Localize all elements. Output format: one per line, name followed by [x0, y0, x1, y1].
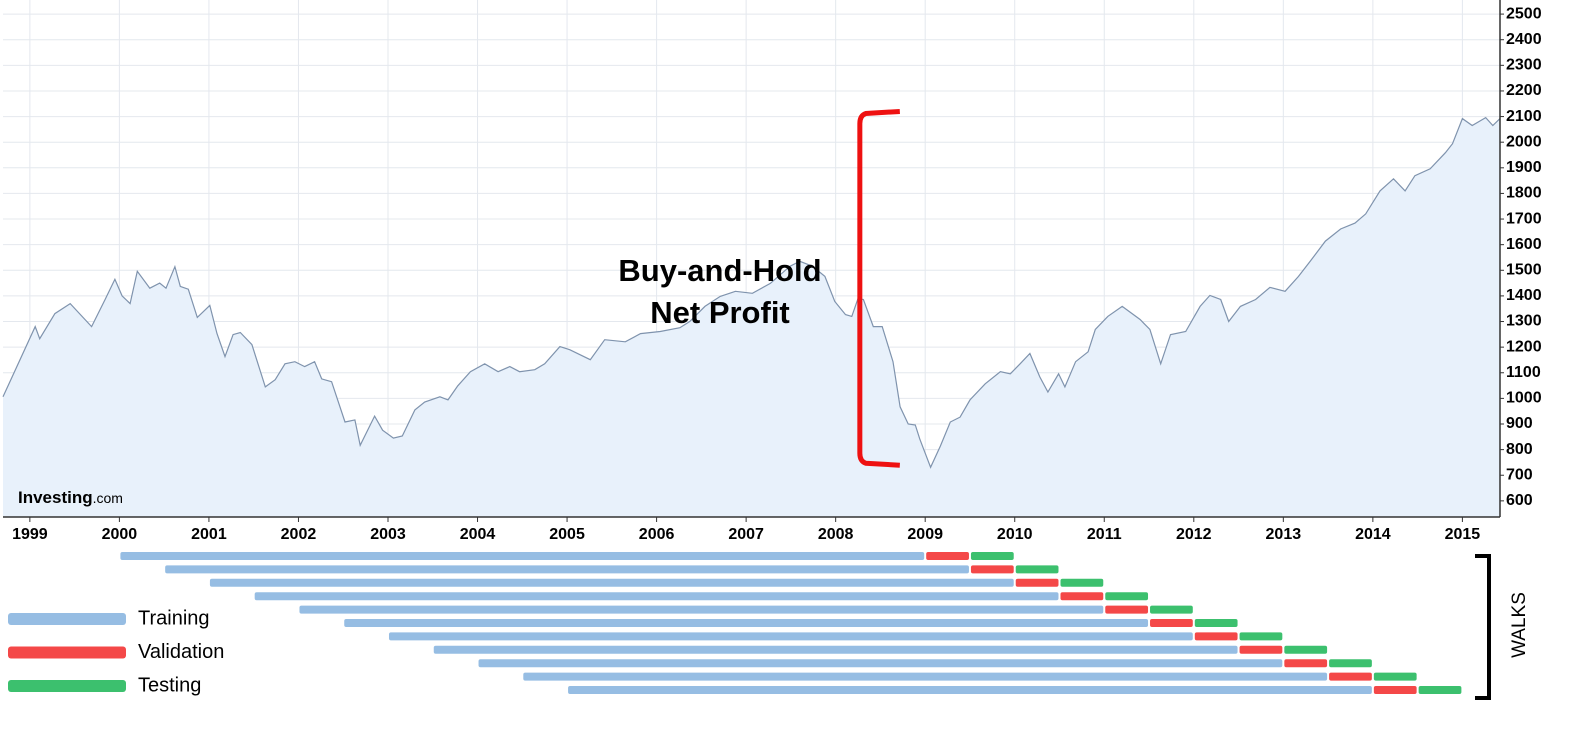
walk-segment	[970, 565, 1014, 574]
walk-segment	[1194, 619, 1238, 627]
x-tick-label: 2000	[102, 526, 138, 543]
y-tick-label: 1100	[1506, 364, 1541, 381]
walk-segment	[1284, 645, 1328, 654]
x-tick-label: 2011	[1087, 526, 1122, 543]
x-tick-label: 1999	[12, 526, 48, 543]
walk-segment	[388, 632, 1193, 641]
x-tick-label: 2005	[549, 526, 585, 543]
x-tick-label: 2013	[1266, 526, 1302, 543]
y-tick-label: 1800	[1506, 185, 1542, 202]
walk-segment	[1015, 578, 1059, 587]
walk-segment	[165, 565, 969, 574]
y-tick-label: 2100	[1506, 108, 1542, 125]
x-tick-label: 2012	[1176, 526, 1212, 543]
walk-segment	[1239, 632, 1283, 641]
y-tick-label: 1600	[1506, 236, 1542, 253]
x-tick-label: 2004	[460, 526, 496, 543]
walk-segment	[1060, 578, 1104, 587]
y-tick-label: 1900	[1506, 159, 1542, 176]
walk-segment	[1060, 592, 1104, 601]
walk-segment	[523, 672, 1328, 681]
walk-segment	[1329, 659, 1372, 668]
legend-swatch	[8, 613, 126, 625]
legend-label: Validation	[138, 641, 224, 663]
y-tick-label: 1500	[1506, 262, 1542, 279]
walk-segment	[254, 592, 1059, 601]
legend-label: Testing	[138, 674, 201, 696]
y-tick-label: 2200	[1506, 82, 1542, 99]
walk-segment	[120, 552, 925, 560]
walk-segment	[1105, 605, 1149, 614]
walk-segment	[1418, 686, 1462, 694]
x-tick-label: 2001	[191, 526, 227, 543]
walks-bracket	[1475, 554, 1491, 700]
walk-segment	[1239, 645, 1283, 654]
y-tick-label: 2400	[1506, 31, 1542, 48]
y-tick-label: 2000	[1506, 133, 1542, 150]
x-tick-label: 2008	[818, 526, 854, 543]
walk-segment	[299, 605, 1104, 614]
walk-segment	[1194, 632, 1238, 641]
walks-label: WALKS	[1509, 592, 1530, 658]
walk-segment	[1015, 565, 1059, 574]
walk-segment	[1329, 672, 1372, 681]
y-tick-label: 800	[1506, 441, 1533, 458]
walk-segment	[1373, 672, 1417, 681]
bracket	[857, 108, 900, 468]
y-tick-label: 700	[1506, 466, 1533, 483]
watermark-suffix: .com	[93, 490, 123, 506]
x-tick-label: 2007	[728, 526, 764, 543]
x-tick-label: 2015	[1445, 526, 1481, 543]
watermark: Investing.com	[18, 488, 123, 507]
area	[3, 117, 1500, 517]
walk-segment	[1284, 659, 1328, 668]
walk-segment	[970, 552, 1014, 560]
line	[2, 116, 1501, 469]
walk-segment	[344, 619, 1149, 627]
x-tick-label: 2003	[370, 526, 406, 543]
walk-segment	[1150, 605, 1193, 614]
x-tick-label: 2002	[281, 526, 317, 543]
annotation: Buy-and-Hold	[618, 253, 821, 288]
walk-segment	[478, 659, 1283, 668]
legend-label: Training	[138, 607, 210, 629]
walk-segment	[433, 645, 1238, 654]
walk-segment	[1373, 686, 1417, 694]
annotation: Net Profit	[650, 295, 790, 330]
legend-swatch	[8, 646, 126, 659]
legend-swatch	[8, 680, 126, 692]
x-tick-label: 2010	[997, 526, 1033, 543]
y-tick-label: 1200	[1506, 338, 1542, 355]
walk-segment	[1150, 619, 1193, 627]
y-tick-label: 2300	[1506, 57, 1542, 74]
y-tick-label: 1000	[1506, 390, 1542, 407]
walk-segment	[209, 578, 1014, 587]
walk-segment	[926, 552, 969, 560]
y-tick-label: 2500	[1506, 5, 1542, 22]
y-tick-label: 1700	[1506, 210, 1542, 227]
walk-segment	[568, 686, 1372, 694]
walk-segment	[1105, 592, 1149, 601]
y-tick-label: 900	[1506, 415, 1533, 432]
y-tick-label: 1300	[1506, 313, 1542, 330]
y-tick-label: 600	[1506, 492, 1533, 509]
y-tick-label: 1400	[1506, 287, 1542, 304]
x-tick-label: 2006	[639, 526, 675, 543]
plot-layer: 600 700 800 900 1000 1100 1200 1300 1400 1500 1600…	[2, 0, 1542, 696]
x-tick-label: 2014	[1355, 526, 1391, 543]
watermark-name: Investing	[18, 488, 93, 507]
x-tick-label: 2009	[907, 526, 943, 543]
